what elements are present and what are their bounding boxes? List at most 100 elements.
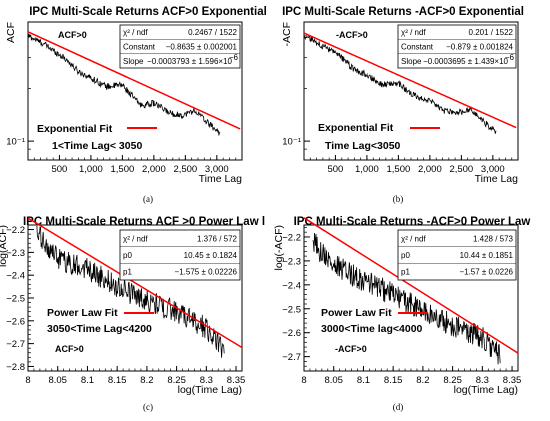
- stats-label: χ² / ndf: [123, 234, 148, 243]
- chart-title: IPC Multi-Scale Returns -ACF>0 Power Law: [294, 216, 531, 228]
- stats-label: p1: [401, 268, 410, 277]
- y-tick-label: −2.7: [6, 339, 25, 350]
- stats-label: p0: [123, 251, 132, 260]
- stats-box: [119, 229, 241, 281]
- x-tick-label: 500: [327, 164, 343, 175]
- x-tick-label: 8.2: [140, 375, 153, 386]
- y-tick-label: −2.7: [282, 352, 301, 363]
- y-tick-label: −2.4: [6, 271, 25, 282]
- panel-caption: (a): [143, 194, 153, 204]
- x-tick-label: 3,000: [205, 164, 229, 175]
- stats-label: Constant: [123, 43, 156, 52]
- x-tick-label: 8.3: [476, 375, 489, 386]
- panel-caption: (d): [393, 402, 404, 412]
- x-tick-label: 2,500: [173, 164, 197, 175]
- y-tick-label: −2.3: [6, 248, 25, 259]
- stats-label: Slope: [401, 57, 422, 66]
- x-tick-label: 2,000: [418, 164, 442, 175]
- chart-panel-1: IPC Multi-Scale Returns ACF>0 Exponentia…: [5, 6, 267, 204]
- y-tick-label: −2.4: [282, 280, 301, 291]
- x-tick-label: 8.3: [200, 375, 213, 386]
- y-tick-label: −2.2: [6, 225, 25, 236]
- x-tick-label: 8.35: [227, 375, 246, 386]
- x-tick-label: 8.05: [48, 375, 67, 386]
- stats-value: 0.201 / 1522: [469, 28, 514, 37]
- chart-title: IPC Multi-Scale Returns ACF >0 Power Law…: [23, 216, 265, 228]
- x-tick-label: 8.25: [167, 375, 186, 386]
- fit-label: Exponential Fit: [37, 123, 113, 135]
- x-tick-label: 8: [301, 375, 306, 386]
- data-series-line: [27, 33, 221, 136]
- x-tick-label: 8.05: [324, 375, 343, 386]
- stats-box: [397, 24, 517, 69]
- x-axis-label: log(Time Lag): [178, 384, 242, 396]
- x-tick-label: 1,500: [110, 164, 134, 175]
- series-label: ACF>0: [55, 344, 84, 354]
- stats-value: −0.0003695 ± 1.439×10: [423, 57, 508, 66]
- stats-exponent: −6: [505, 53, 515, 62]
- x-tick-label: 8.2: [416, 375, 429, 386]
- stats-value: 1.376 / 572: [197, 234, 238, 243]
- fit-line: [303, 217, 519, 354]
- chart-panel-4: IPC Multi-Scale Returns -ACF>0 Power Law…: [273, 216, 530, 412]
- x-tick-label: 1,000: [355, 164, 379, 175]
- chart-panel-2: IPC Multi-Scale Returns -ACF>0 Exponenti…: [281, 6, 524, 204]
- x-axis-label: log(Time Lag): [454, 384, 518, 396]
- x-tick-label: 8.1: [81, 375, 94, 386]
- panel-caption: (b): [393, 194, 404, 204]
- range-label: 3000<Time lag<4000: [321, 323, 423, 335]
- y-tick-label: −2.5: [6, 294, 25, 305]
- stats-label: p0: [401, 251, 410, 260]
- x-tick-label: 8.35: [503, 375, 522, 386]
- x-axis-label: Time Lag: [199, 173, 243, 185]
- x-tick-label: 500: [51, 164, 67, 175]
- panel-caption: (c): [143, 402, 153, 412]
- stats-label: χ² / ndf: [123, 28, 148, 37]
- x-tick-label: 3,000: [481, 164, 505, 175]
- y-tick-label: −2.8: [6, 362, 25, 373]
- y-tick-label: −2.6: [282, 328, 301, 339]
- fit-label: Power Law Fit: [321, 307, 392, 319]
- x-tick-label: 1,500: [386, 164, 410, 175]
- y-tick-label: −2.5: [282, 304, 301, 315]
- range-label: 1<Time Lag< 3050: [52, 140, 142, 152]
- stats-value: −0.8635 ± 0.002001: [166, 43, 238, 52]
- x-tick-label: 8: [25, 375, 30, 386]
- y-axis-label: -ACF: [281, 22, 293, 47]
- stats-label: p1: [123, 268, 132, 277]
- data-series-line: [36, 225, 225, 358]
- x-tick-label: 2,000: [142, 164, 166, 175]
- stats-label: Slope: [123, 57, 144, 66]
- stats-box: [397, 229, 517, 281]
- y-tick-label: −2.3: [282, 256, 301, 267]
- series-label: ACF>0: [58, 30, 87, 40]
- stats-value: 10.44 ± 0.1851: [460, 251, 514, 260]
- stats-value: 10.45 ± 0.1824: [184, 251, 238, 260]
- y-tick-label: −2.6: [6, 316, 25, 327]
- x-tick-label: 8.15: [108, 375, 127, 386]
- x-tick-label: 8.1: [357, 375, 370, 386]
- series-label: -ACF>0: [336, 30, 368, 40]
- data-series-line: [312, 232, 501, 365]
- x-tick-label: 1,000: [79, 164, 103, 175]
- x-tick-label: 8.25: [443, 375, 462, 386]
- stats-label: χ² / ndf: [401, 28, 426, 37]
- fit-line: [27, 31, 241, 130]
- chart-panel-3: IPC Multi-Scale Returns ACF >0 Power Law…: [0, 216, 265, 412]
- chart-title: IPC Multi-Scale Returns ACF>0 Exponentia…: [29, 6, 267, 18]
- fit-label: Power Law Fit: [47, 307, 118, 319]
- stats-label: χ² / ndf: [401, 234, 426, 243]
- stats-label: Constant: [401, 43, 434, 52]
- range-label: Time Lag<3050: [325, 140, 401, 152]
- fit-label: Exponential Fit: [318, 122, 394, 134]
- range-label: 3050<Time Lag<4200: [47, 323, 152, 335]
- series-label: -ACF>0: [335, 344, 367, 354]
- y-tick-label: 10⁻¹: [282, 137, 301, 148]
- stats-value: 1.428 / 573: [473, 234, 514, 243]
- fit-line: [303, 32, 517, 129]
- stats-value: −0.879 ± 0.001824: [446, 43, 513, 52]
- x-tick-label: 2,500: [449, 164, 473, 175]
- data-series-line: [303, 35, 497, 134]
- stats-value: −1.57 ± 0.0226: [459, 268, 513, 277]
